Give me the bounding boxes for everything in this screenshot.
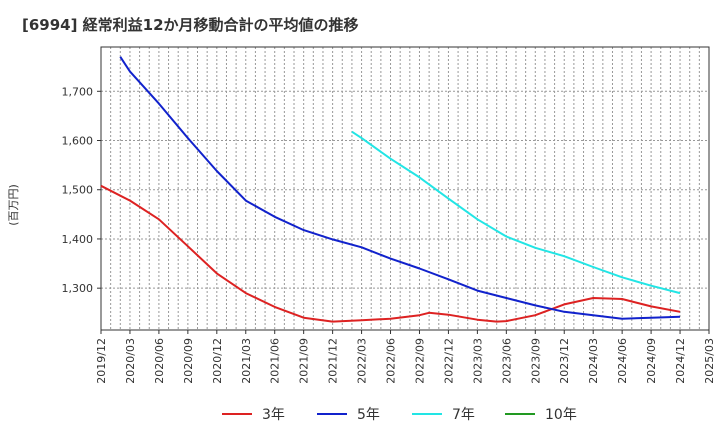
x-tick-label: 2024/03 xyxy=(587,338,600,384)
x-tick-label: 2024/06 xyxy=(616,338,629,384)
x-tick-label: 2020/06 xyxy=(153,338,166,384)
legend-label: 7年 xyxy=(452,407,475,423)
series-lines xyxy=(100,56,681,323)
y-axis-label: (百万円) xyxy=(7,184,20,226)
x-tick-label: 2021/12 xyxy=(327,338,340,384)
x-tick-label: 2022/09 xyxy=(413,338,426,384)
x-tick-label: 2023/12 xyxy=(558,338,571,384)
y-tick-label: 1,700 xyxy=(62,85,94,98)
x-tick-label: 2020/03 xyxy=(124,338,137,384)
x-tick-label: 2019/12 xyxy=(95,338,108,384)
legend: 3年 5年 7年 10年 xyxy=(222,407,577,423)
series-line xyxy=(119,56,681,320)
x-tick-label: 2021/06 xyxy=(269,338,282,384)
x-tick-label: 2021/09 xyxy=(298,338,311,384)
series-line xyxy=(100,184,681,323)
x-tick-label: 2024/09 xyxy=(645,338,658,384)
x-tick-label: 2023/03 xyxy=(471,338,484,384)
x-tick-label: 2022/06 xyxy=(385,338,398,384)
x-tick-label: 2022/12 xyxy=(442,338,455,384)
x-tick-label: 2025/03 xyxy=(703,338,716,384)
legend-label: 3年 xyxy=(262,407,285,423)
series-line xyxy=(351,130,681,295)
x-tick-label: 2023/09 xyxy=(529,338,542,384)
y-tick-label: 1,600 xyxy=(62,135,94,148)
x-tick-label: 2020/12 xyxy=(211,338,224,384)
x-tick-label: 2023/06 xyxy=(500,338,513,384)
y-tick-label: 1,400 xyxy=(62,233,94,246)
plot-area xyxy=(100,46,710,331)
x-tick-label: 2024/12 xyxy=(674,338,687,384)
x-tick-label: 2020/09 xyxy=(182,338,195,384)
x-tick-label: 2022/03 xyxy=(356,338,369,384)
legend-label: 10年 xyxy=(545,407,577,423)
legend-label: 5年 xyxy=(357,407,380,423)
y-tick-label: 1,500 xyxy=(62,184,94,197)
grid xyxy=(101,47,709,330)
chart-title: [6994] 経常利益12か月移動合計の平均値の推移 xyxy=(22,16,359,34)
x-tick-label: 2021/03 xyxy=(240,338,253,384)
y-tick-label: 1,300 xyxy=(62,282,94,295)
y-ticks: 1,300 1,400 1,500 1,600 1,700 xyxy=(62,85,101,295)
x-ticks: 2019/12 2020/03 2020/06 2020/09 2020/12 2021/… xyxy=(95,330,716,384)
